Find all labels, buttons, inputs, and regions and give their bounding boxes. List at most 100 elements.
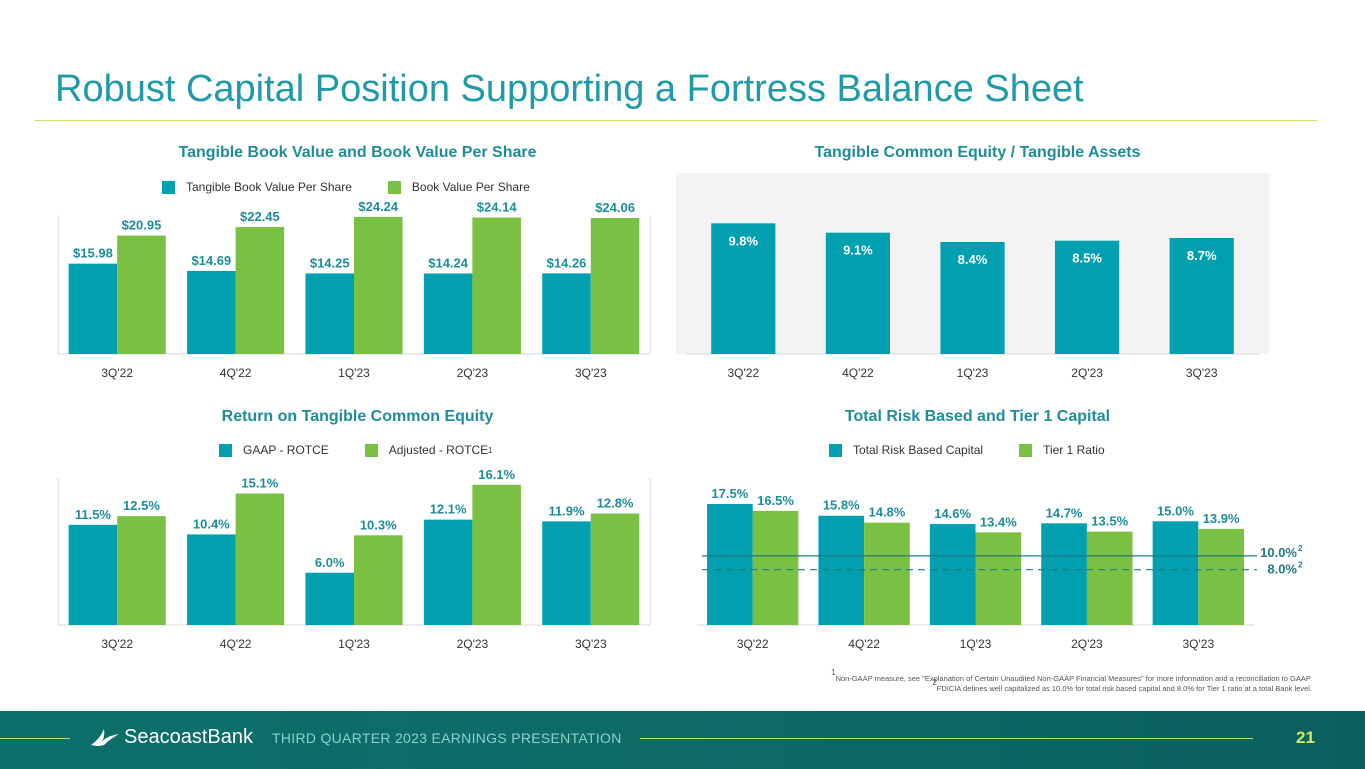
legend-item-gaap: GAAP - ROTCE [219,443,329,457]
footnote-number: 1 [831,668,836,677]
bar-series2 [235,493,285,625]
bar-series2 [1086,531,1133,625]
data-label: $14.25 [310,255,350,270]
legend-swatch [1019,443,1033,457]
chart-title-tce: Tangible Common Equity / Tangible Assets [814,144,1141,161]
data-label: 9.1% [843,243,873,258]
data-label: $24.24 [358,199,399,214]
x-tick-label: 1Q'23 [338,637,370,651]
footnote-2: 2FDICIA defines well capitalized as 10.0… [712,678,1312,694]
bar-series1 [1055,240,1120,354]
bar-series2 [1198,528,1244,625]
data-label: $15.98 [73,246,113,261]
legend-item-bvps: Book Value Per Share [387,180,530,194]
data-label: 13.9% [1203,511,1240,526]
x-tick-label: 3Q'23 [575,637,607,651]
legend-label: Total Risk Based Capital [853,443,984,457]
data-label: 14.6% [934,506,971,521]
legend-item-adjusted: Adjusted - ROTCE 1 [364,443,493,457]
page-title: Robust Capital Position Supporting a For… [55,68,1084,110]
data-label: 6.0% [315,555,345,570]
data-label: 11.9% [548,503,585,518]
x-tick-label: 2Q'23 [1071,366,1103,380]
x-tick-label: 3Q'22 [737,637,769,651]
legend-footnote-marker: 1 [488,445,493,455]
bar-series2 [117,516,166,625]
bar-series2 [117,235,166,354]
legend-label: Book Value Per Share [411,180,530,194]
bar-series1 [187,270,236,354]
footnote-text: Non-GAAP measure, see "Explanation of Ce… [835,674,1312,683]
bar-series1 [1152,521,1199,625]
data-label: 8.7% [1187,248,1217,263]
legend-label: Adjusted - ROTCE [388,443,489,457]
data-label: $24.14 [477,200,518,215]
data-label: $20.95 [122,218,162,233]
data-label: 12.8% [597,496,634,511]
legend-item-tier1: Tier 1 Ratio [1019,443,1105,457]
x-tick-label: 3Q'22 [101,366,133,380]
legend-swatch [219,443,232,457]
bar-series1 [711,223,776,354]
data-label: 14.8% [868,505,905,520]
footnote-number: 2 [932,678,937,687]
x-tick-label: 1Q'23 [957,366,989,380]
x-tick-label: 4Q'22 [848,637,880,651]
data-label: 8.5% [1072,251,1102,266]
data-label: $14.26 [547,255,587,270]
bar-series1 [305,572,354,625]
bar-series1 [825,232,890,354]
bar-series2 [864,522,910,625]
x-tick-label: 3Q'22 [727,366,759,380]
x-tick-label: 1Q'23 [338,366,370,380]
data-label: 10.4% [193,516,230,531]
seagull-logo-icon [91,729,119,746]
bar-series2 [590,217,640,354]
data-label: 12.5% [123,498,160,513]
x-tick-label: 4Q'22 [842,366,874,380]
chart-title-tbv: Tangible Book Value and Book Value Per S… [178,144,537,161]
bar-series1 [929,524,976,625]
x-tick-label: 1Q'23 [960,637,992,651]
footer-rule-right [640,738,1253,739]
data-label: 8.4% [958,252,988,267]
brand-name: SeacoastBank [124,725,253,748]
reference-line-label: 8.0% [1267,562,1297,577]
footer-bar: SeacoastBank THIRD QUARTER 2023 EARNINGS… [0,711,1365,769]
data-label: $14.24 [428,255,469,270]
legend-label: Tangible Book Value Per Share [186,180,352,194]
x-tick-label: 2Q'23 [457,637,489,651]
bar-series1 [542,273,591,354]
bar-series2 [975,532,1022,625]
bar-series2 [354,216,403,354]
bar-series1 [1169,238,1234,354]
data-label: 12.1% [430,502,467,517]
data-label: 15.0% [1157,503,1194,518]
data-label: 10.3% [360,517,397,532]
bar-series2 [590,513,640,625]
x-tick-label: 4Q'22 [220,637,252,651]
data-label: 9.8% [728,233,758,248]
chart-title-capital: Total Risk Based and Tier 1 Capital [844,408,1111,425]
bar-series2 [354,535,403,625]
legend-label: GAAP - ROTCE [243,443,329,457]
footer-rule-left [0,738,70,739]
x-tick-label: 3Q'23 [1182,637,1214,651]
x-tick-label: 3Q'22 [101,637,133,651]
data-label: 13.5% [1091,514,1128,529]
bar-series1 [1041,523,1087,625]
data-label: 15.1% [241,476,278,491]
legend-tbv: Tangible Book Value Per Share Book Value… [162,180,566,194]
data-label: 13.4% [980,514,1017,529]
footnote-1: 1Non-GAAP measure, see "Explanation of C… [712,668,1312,684]
data-label: 17.5% [711,486,748,501]
footnote-text: FDICIA defines well capitalized as 10.0%… [936,684,1312,693]
bar-series1 [707,503,753,625]
page-number: 21 [1296,728,1315,747]
legend-swatch [162,180,175,194]
bar-series1 [68,524,118,625]
brand-logo: SeacoastBank [90,725,253,749]
legend-rotce: GAAP - ROTCE Adjusted - ROTCE 1 [219,443,529,457]
x-tick-label: 4Q'22 [220,366,252,380]
bar-series1 [68,263,118,354]
